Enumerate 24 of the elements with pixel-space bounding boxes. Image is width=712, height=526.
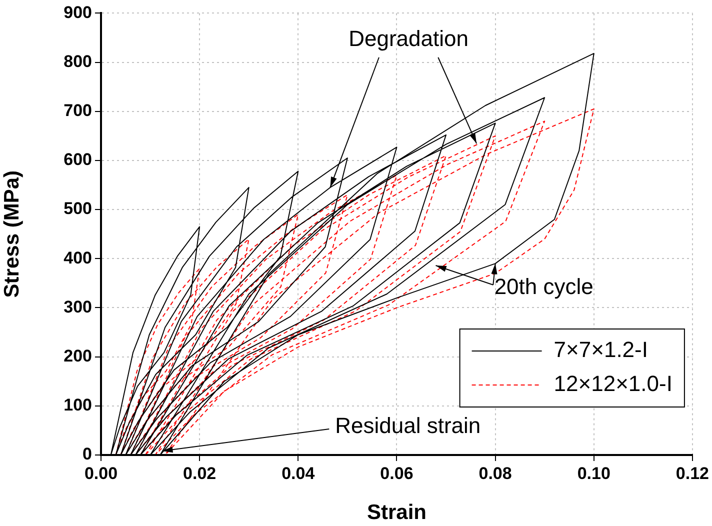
y-tick-label: 300 bbox=[64, 297, 92, 316]
y-tick-label: 0 bbox=[82, 444, 92, 464]
annotation: Degradation bbox=[348, 26, 468, 51]
y-tick-label: 700 bbox=[64, 101, 92, 120]
y-tick-label: 800 bbox=[64, 52, 92, 71]
x-tick-label: 0.00 bbox=[84, 464, 118, 483]
legend-label: 7×7×1.2-I bbox=[554, 337, 648, 362]
annotation: Residual strain bbox=[335, 413, 481, 438]
x-tick-label: 0.06 bbox=[380, 464, 414, 483]
legend-label: 12×12×1.0-I bbox=[554, 371, 672, 396]
x-tick-label: 0.04 bbox=[282, 464, 316, 483]
y-tick-label: 100 bbox=[64, 396, 92, 415]
y-axis-title: Stress (MPa) bbox=[0, 170, 24, 298]
x-tick-label: 0.12 bbox=[676, 464, 710, 483]
x-tick-label: 0.02 bbox=[183, 464, 216, 483]
y-tick-label: 500 bbox=[64, 199, 92, 218]
x-axis-title: Strain bbox=[366, 501, 426, 524]
x-tick-label: 0.10 bbox=[577, 464, 610, 483]
x-tick-label: 0.08 bbox=[478, 464, 512, 483]
y-tick-label: 900 bbox=[64, 2, 92, 22]
y-tick-label: 600 bbox=[64, 150, 92, 170]
y-tick-label: 200 bbox=[64, 346, 92, 366]
annotation: 20th cycle bbox=[494, 274, 594, 300]
y-tick-label: 400 bbox=[64, 248, 92, 268]
